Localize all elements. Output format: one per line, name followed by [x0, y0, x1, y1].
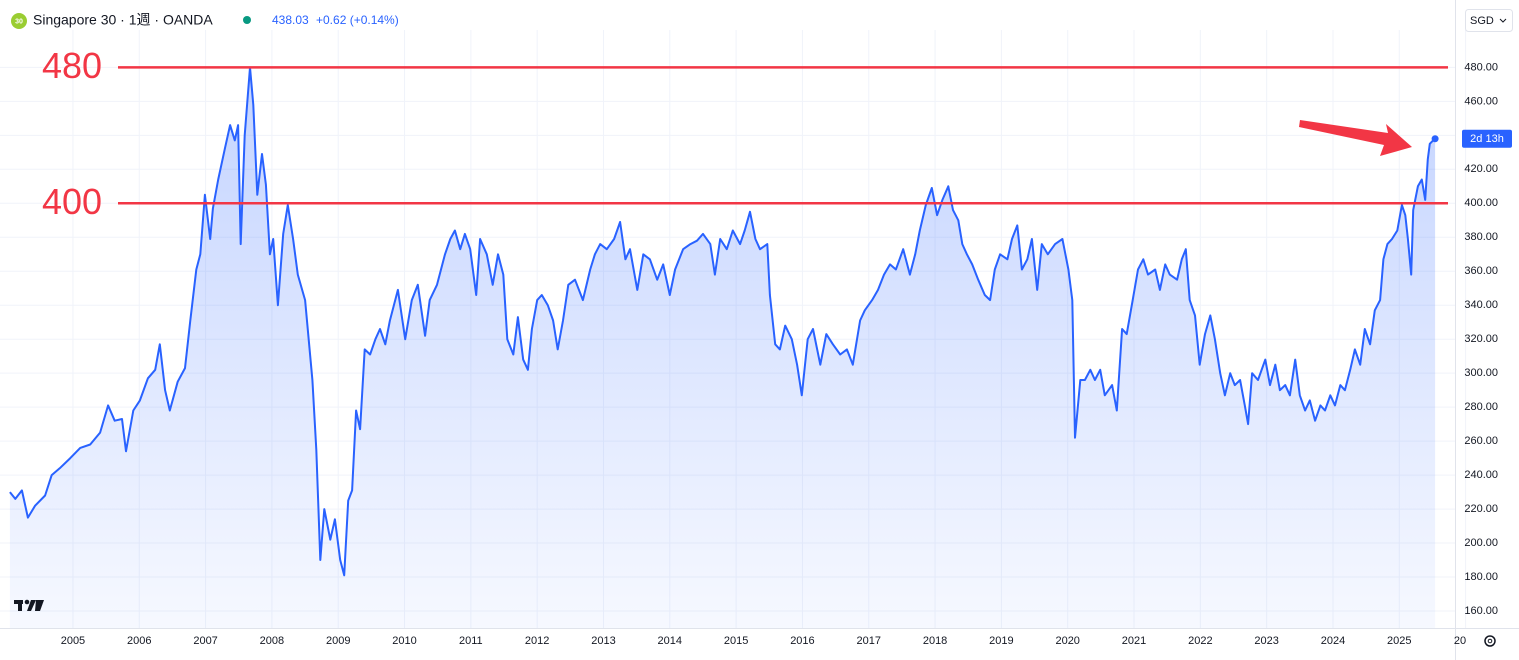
price-line [9, 66, 1436, 577]
price-change: +0.62 (+0.14%) [316, 13, 399, 27]
x-tick-label: 2010 [392, 635, 416, 647]
y-tick-label: 420.00 [1464, 163, 1498, 175]
x-tick-label: 2008 [260, 635, 284, 647]
y-tick-label: 220.00 [1464, 503, 1498, 515]
x-tick-label: 2023 [1254, 635, 1278, 647]
y-tick-label: 460.00 [1464, 95, 1498, 107]
currency-chevron [1499, 18, 1507, 23]
currency-button[interactable] [1465, 9, 1513, 32]
x-tick-label: 2017 [857, 635, 881, 647]
last-price: 438.03 [272, 13, 309, 27]
x-tick-label: 2016 [790, 635, 814, 647]
plot [9, 66, 1439, 628]
symbol-icon-text: 30 [15, 18, 23, 25]
x-tick-label: 2018 [923, 635, 947, 647]
currency-label[interactable]: SGD [1470, 15, 1494, 27]
settings-button[interactable] [1484, 635, 1496, 647]
y-tick-label: 260.00 [1464, 435, 1498, 447]
y-tick-label: 400.00 [1464, 197, 1498, 209]
x-tick-label: 2019 [989, 635, 1013, 647]
x-tick-label: 2007 [193, 635, 217, 647]
x-tick-label: 2022 [1188, 635, 1212, 647]
level-label: 400 [42, 181, 102, 222]
symbol-title[interactable]: Singapore 30 · 1週 · OANDA [33, 12, 213, 28]
x-tick-label: 2011 [459, 635, 483, 647]
x-tick-label: 2024 [1321, 635, 1345, 647]
y-tick-label: 340.00 [1464, 299, 1498, 311]
y-tick-label: 300.00 [1464, 367, 1498, 379]
market-status [243, 16, 251, 24]
level-label: 480 [42, 45, 102, 86]
countdown-label: 2d 13h [1470, 133, 1504, 145]
x-tick-label: 2025 [1387, 635, 1411, 647]
arrow-annotation [1299, 120, 1412, 156]
price-tag [1462, 129, 1512, 148]
y-tick-label: 480.00 [1464, 61, 1498, 73]
y-tick-label: 360.00 [1464, 265, 1498, 277]
y-tick-label: 160.00 [1464, 605, 1498, 617]
x-tick-label: 2021 [1122, 635, 1146, 647]
last-point [1431, 135, 1439, 143]
x-tick-label: 2013 [591, 635, 615, 647]
x-tick-label: 20 [1454, 635, 1466, 647]
y-tick-label: 240.00 [1464, 469, 1498, 481]
x-tick-label: 2005 [61, 635, 85, 647]
x-tick-label: 2012 [525, 635, 549, 647]
logo [14, 599, 44, 611]
x-tick-label: 2014 [658, 635, 682, 647]
x-tick-label: 2006 [127, 635, 151, 647]
y-tick-label: 380.00 [1464, 231, 1498, 243]
y-tick-label: 200.00 [1464, 537, 1498, 549]
symbol-icon [11, 13, 27, 29]
settings-icon-center [1487, 638, 1493, 644]
y-tick-label: 320.00 [1464, 333, 1498, 345]
x-tick-label: 2015 [724, 635, 748, 647]
area-fill [9, 67, 1436, 628]
x-tick-label: 2009 [326, 635, 350, 647]
y-tick-label: 280.00 [1464, 401, 1498, 413]
y-tick-label: 180.00 [1464, 571, 1498, 583]
x-tick-label: 2020 [1055, 635, 1079, 647]
